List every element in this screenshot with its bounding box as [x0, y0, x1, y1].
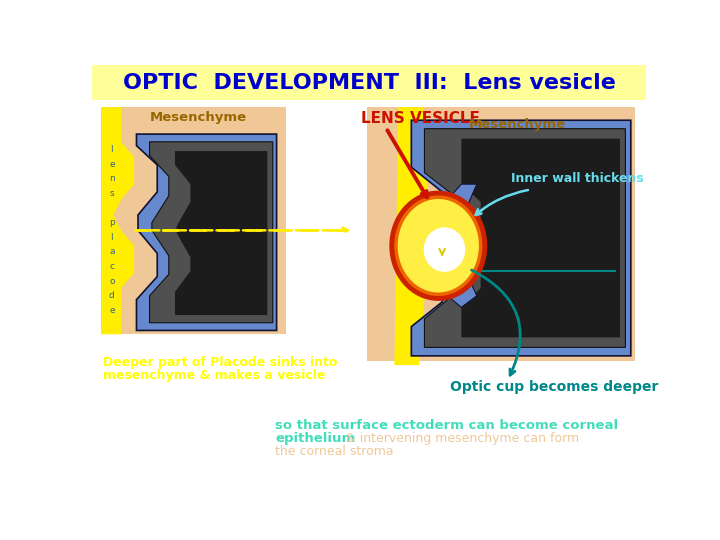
Polygon shape	[411, 120, 631, 356]
Text: l: l	[110, 145, 113, 154]
Polygon shape	[462, 139, 620, 338]
Text: epithelium: epithelium	[275, 432, 355, 445]
Text: o: o	[109, 276, 114, 286]
Text: Deeper part of Placode sinks into: Deeper part of Placode sinks into	[102, 356, 337, 369]
Polygon shape	[175, 151, 267, 315]
Text: e: e	[109, 160, 114, 168]
Bar	[92, 65, 647, 100]
Text: a: a	[109, 247, 114, 256]
Polygon shape	[101, 107, 134, 334]
Text: so that surface ectoderm can become corneal: so that surface ectoderm can become corn…	[275, 419, 618, 432]
Text: l: l	[110, 233, 113, 242]
Ellipse shape	[392, 193, 485, 298]
Text: mesenchyme & makes a vesicle: mesenchyme & makes a vesicle	[102, 369, 325, 382]
Text: Optic cup becomes deeper: Optic cup becomes deeper	[450, 380, 658, 394]
Bar	[367, 107, 636, 361]
Polygon shape	[137, 134, 276, 330]
Polygon shape	[150, 142, 273, 323]
Text: p: p	[109, 218, 114, 227]
Text: c: c	[109, 262, 114, 271]
Text: e: e	[109, 306, 114, 315]
Text: LENS VESICLE: LENS VESICLE	[361, 111, 480, 126]
Text: Mesenchyme: Mesenchyme	[469, 118, 566, 131]
Polygon shape	[431, 184, 477, 307]
Text: Mesenchyme: Mesenchyme	[150, 111, 247, 124]
Bar	[101, 107, 286, 334]
Polygon shape	[395, 107, 434, 365]
Text: s: s	[109, 189, 114, 198]
Text: d: d	[109, 291, 114, 300]
Polygon shape	[425, 129, 626, 347]
Text: the corneal stroma: the corneal stroma	[275, 445, 394, 458]
Text: & intervening mesenchyme can form: & intervening mesenchyme can form	[342, 432, 579, 445]
Ellipse shape	[423, 227, 465, 272]
Text: Inner wall thickens: Inner wall thickens	[511, 172, 644, 185]
Text: n: n	[109, 174, 114, 183]
Text: OPTIC  DEVELOPMENT  III:  Lens vesicle: OPTIC DEVELOPMENT III: Lens vesicle	[122, 72, 616, 92]
